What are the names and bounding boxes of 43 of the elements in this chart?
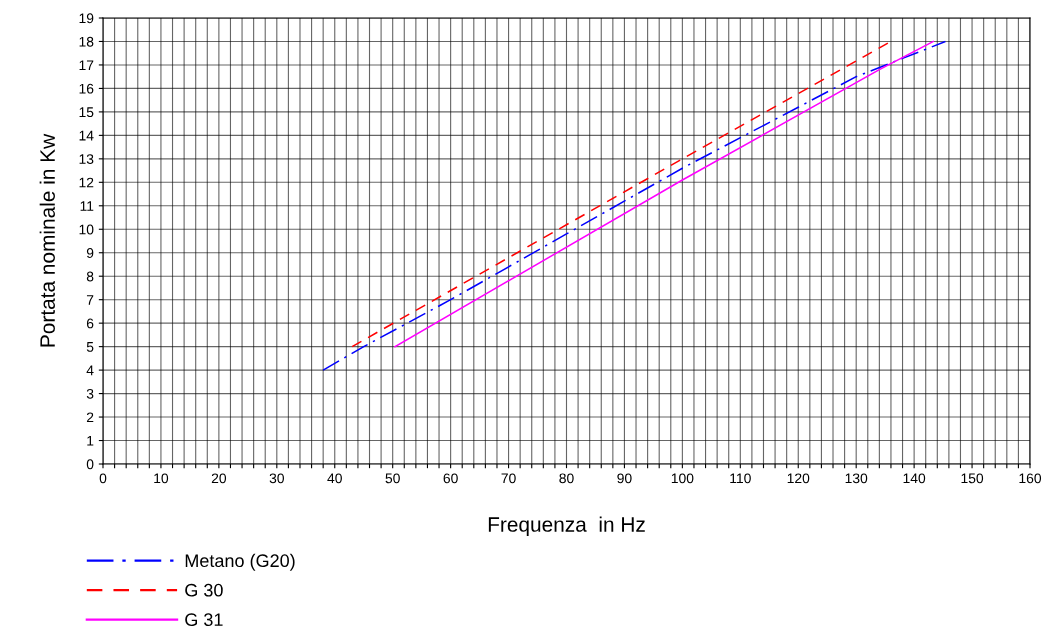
x-tick-label: 140 [903, 473, 926, 484]
x-tick-label: 120 [787, 473, 810, 484]
y-tick-label: 14 [79, 130, 94, 141]
y-tick-label: 6 [86, 318, 94, 329]
y-tick-label: 19 [79, 13, 94, 24]
y-tick-label: 10 [79, 224, 94, 235]
x-tick-label: 30 [269, 473, 284, 484]
x-tick-label: 130 [845, 473, 868, 484]
x-tick-label: 100 [671, 473, 694, 484]
x-tick-label: 160 [1019, 473, 1042, 484]
legend-label: G 31 [185, 613, 223, 627]
x-tick-label: 150 [961, 473, 984, 484]
x-axis-title: Frequenza in Hz [488, 516, 645, 536]
y-tick-label: 1 [87, 436, 94, 446]
y-tick-label: 3 [86, 388, 94, 399]
x-tick-label: 20 [211, 473, 227, 484]
y-tick-label: 17 [79, 60, 94, 70]
legend-label: G 30 [185, 583, 223, 597]
y-tick-label: 11 [80, 201, 94, 211]
y-tick-label: 9 [86, 248, 94, 258]
x-tick-label: 50 [385, 473, 400, 484]
x-tick-label: 90 [617, 473, 632, 484]
x-tick-label: 80 [559, 473, 574, 484]
y-tick-label: 5 [86, 342, 94, 352]
y-tick-label: 15 [79, 107, 94, 118]
x-tick-label: 0 [99, 473, 107, 484]
x-tick-label: 110 [730, 473, 751, 484]
y-tick-label: 7 [86, 295, 94, 305]
line-series [322, 40, 947, 371]
x-tick-label: 10 [154, 473, 169, 484]
y-tick-label: 2 [86, 412, 94, 423]
y-tick-label: 13 [79, 154, 94, 165]
x-tick-label: 40 [327, 473, 342, 484]
y-tick-label: 0 [86, 459, 94, 470]
x-tick-label: 70 [501, 473, 516, 484]
y-tick-label: 12 [79, 177, 94, 188]
x-tick-label: 60 [443, 473, 458, 484]
y-tick-label: 8 [86, 271, 94, 282]
y-tick-label: 18 [79, 36, 94, 47]
legend-label: Metano (G20) [185, 553, 295, 571]
y-tick-label: 16 [79, 83, 94, 94]
y-axis-title: Portata nominale in Kw [39, 133, 55, 347]
y-tick-label: 4 [86, 365, 94, 376]
